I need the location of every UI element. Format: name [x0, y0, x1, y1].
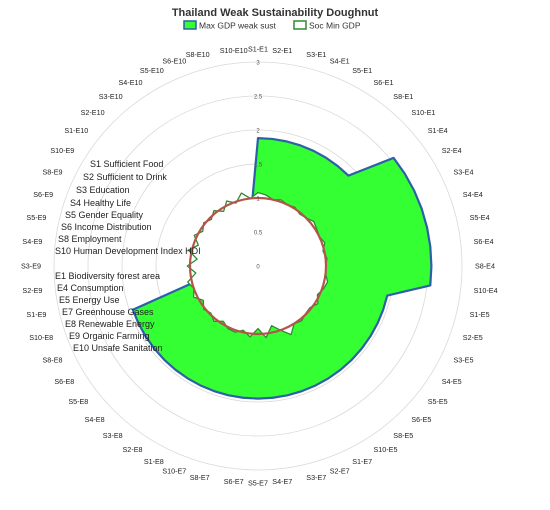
spoke-label-s8-e1: S8-E1: [393, 92, 413, 101]
spoke-label-s5-e9: S5-E9: [26, 213, 46, 222]
legend-swatch-max: [183, 20, 197, 30]
spoke-label-s6-e10: S6-E10: [162, 57, 186, 66]
spoke-label-s2-e7: S2-E7: [330, 466, 350, 475]
spoke-label-s4-e10: S4-E10: [119, 78, 143, 87]
key-e9: E9 Organic Farming: [69, 331, 150, 341]
spoke-label-s6-e8: S6-E8: [54, 377, 74, 386]
spoke-label-s1-e5: S1-E5: [470, 310, 490, 319]
spoke-label-s4-e7: S4-E7: [272, 477, 292, 486]
spoke-label-s3-e7: S3-E7: [306, 473, 326, 482]
spoke-label-s10-e8: S10-E8: [29, 333, 53, 342]
spoke-label-s3-e8: S3-E8: [103, 431, 123, 440]
indicator-key: S1 Sufficient Food S2 Sufficient to Drin…: [55, 159, 201, 353]
spoke-label-s2-e4: S2-E4: [442, 146, 462, 155]
key-s3: S3 Education: [76, 185, 130, 195]
spoke-label-s6-e7: S6-E7: [224, 477, 244, 486]
spoke-label-s8-e10: S8-E10: [186, 50, 210, 59]
spoke-label-s10-e9: S10-E9: [50, 146, 74, 155]
spoke-label-s3-e5: S3-E5: [454, 356, 474, 365]
key-s1: S1 Sufficient Food: [90, 159, 163, 169]
tick-label-1: 0.5: [254, 231, 263, 237]
spoke-label-s3-e1: S3-E1: [306, 50, 326, 59]
spoke-label-s8-e8: S8-E8: [43, 356, 63, 365]
key-s5: S5 Gender Equality: [65, 210, 144, 220]
spoke-label-s8-e7: S8-E7: [190, 473, 210, 482]
legend: Max GDP weak sust Soc Min GDP: [183, 20, 361, 31]
legend-label-soc: Soc Min GDP: [309, 21, 361, 31]
spoke-label-s1-e7: S1-E7: [352, 457, 372, 466]
spoke-label-s10-e4: S10-E4: [474, 286, 498, 295]
key-s10: S10 Human Development Index HDI: [55, 246, 201, 256]
spoke-label-s2-e5: S2-E5: [463, 333, 483, 342]
spoke-label-s10-e1: S10-E1: [411, 108, 435, 117]
spoke-label-s6-e4: S6-E4: [474, 237, 494, 246]
spoke-label-s4-e5: S4-E5: [442, 377, 462, 386]
spoke-label-s4-e8: S4-E8: [85, 415, 105, 424]
key-e4: E4 Consumption: [57, 283, 124, 293]
max-gdp-fill: [132, 138, 432, 399]
key-s2: S2 Sufficient to Drink: [83, 172, 167, 182]
spoke-label-s8-e5: S8-E5: [393, 431, 413, 440]
spoke-label-s6-e1: S6-E1: [374, 78, 394, 87]
spoke-label-s5-e10: S5-E10: [140, 66, 164, 75]
spoke-label-s10-e10: S10-E10: [220, 46, 248, 55]
spoke-label-s6-e9: S6-E9: [33, 190, 53, 199]
tick-label-6: 3: [256, 61, 260, 67]
spoke-label-s5-e4: S5-E4: [470, 213, 490, 222]
spoke-label-s1-e10: S1-E10: [64, 126, 88, 135]
radial-ticks: 0 0.5 1 1.5 2 2.5 3: [254, 61, 263, 271]
spoke-label-s5-e7: S5-E7: [248, 479, 268, 488]
key-e10: E10 Unsafe Sanitation: [73, 343, 163, 353]
spoke-label-s3-e9: S3-E9: [21, 262, 41, 271]
spoke-label-s8-e9: S8-E9: [43, 167, 63, 176]
spoke-label-s10-e7: S10-E7: [162, 466, 186, 475]
chart-title: Thailand Weak Sustainability Doughnut: [172, 7, 379, 19]
tick-label-3: 1.5: [254, 163, 263, 169]
tick-label-5: 2.5: [254, 95, 263, 101]
key-e8: E8 Renewable Energy: [65, 319, 155, 329]
spoke-label-s4-e1: S4-E1: [330, 57, 350, 66]
key-s8: S8 Employment: [58, 234, 122, 244]
spoke-label-s2-e1: S2-E1: [272, 46, 292, 55]
spoke-label-s1-e1: S1-E1: [248, 45, 268, 54]
key-s6: S6 Income Distribution: [61, 222, 152, 232]
tick-label-2: 1: [256, 197, 260, 203]
boundary-ring-circle: [188, 196, 328, 336]
spoke-label-s3-e4: S3-E4: [454, 167, 474, 176]
key-e1: E1 Biodiversity forest area: [55, 271, 160, 281]
spoke-label-s4-e4: S4-E4: [463, 190, 483, 199]
spoke-label-s1-e4: S1-E4: [428, 126, 448, 135]
tick-label-0: 0: [256, 265, 260, 271]
tick-label-4: 2: [256, 129, 260, 135]
spoke-label-s4-e9: S4-E9: [22, 237, 42, 246]
spoke-label-s5-e1: S5-E1: [352, 66, 372, 75]
key-e7: E7 Greenhouse Gases: [62, 307, 154, 317]
spoke-label-s5-e5: S5-E5: [428, 397, 448, 406]
spoke-label-s2-e8: S2-E8: [123, 445, 143, 454]
spoke-label-s1-e9: S1-E9: [26, 310, 46, 319]
boundary-ring: [188, 196, 328, 336]
key-s4: S4 Healthy Life: [70, 198, 131, 208]
spoke-label-s2-e10: S2-E10: [81, 108, 105, 117]
spoke-label-s8-e4: S8-E4: [475, 262, 495, 271]
spoke-label-s3-e10: S3-E10: [99, 92, 123, 101]
spoke-label-s2-e9: S2-E9: [22, 286, 42, 295]
spoke-label-s5-e8: S5-E8: [68, 397, 88, 406]
spoke-label-s1-e8: S1-E8: [144, 457, 164, 466]
grid-circle-6: [53, 61, 463, 471]
spoke-label-s10-e5: S10-E5: [374, 445, 398, 454]
legend-swatch-soc: [293, 20, 307, 30]
legend-label-max: Max GDP weak sust: [199, 21, 276, 31]
spoke-label-s6-e5: S6-E5: [411, 415, 431, 424]
key-e5: E5 Energy Use: [59, 295, 120, 305]
